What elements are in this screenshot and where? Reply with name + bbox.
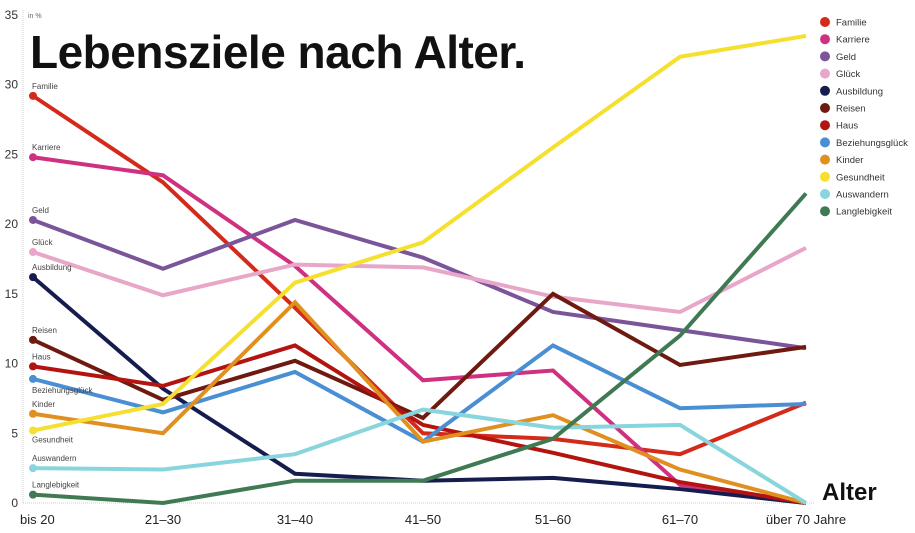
y-tick-label: 20 <box>5 217 19 231</box>
x-tick-label: 21–30 <box>145 512 181 527</box>
legend-label: Gesundheit <box>836 172 885 183</box>
x-axis-label: Alter <box>822 479 877 506</box>
y-tick-label: 25 <box>5 147 19 161</box>
legend-swatch <box>820 103 830 113</box>
series-start-point <box>29 374 37 383</box>
x-tick-label: über 70 Jahre <box>766 512 846 527</box>
series-start-label: Reisen <box>32 326 57 335</box>
legend-label: Reisen <box>836 104 866 115</box>
legend-swatch <box>820 189 830 199</box>
series-start-label: Kinder <box>32 400 55 409</box>
series-line-auswandern <box>32 407 808 505</box>
series-start-point <box>29 362 37 371</box>
series-start-point <box>29 215 37 224</box>
legend-item: Beziehungsglück <box>820 137 908 149</box>
series-line-haus <box>32 343 807 505</box>
series-start-label: Haus <box>32 352 51 361</box>
legend-swatch <box>820 206 830 217</box>
legend-item: Ausbildung <box>820 85 883 97</box>
legend-item: Kinder <box>820 154 863 166</box>
series-line-karriere <box>32 155 807 505</box>
series-start-point <box>29 248 37 257</box>
legend-label: Geld <box>836 52 856 63</box>
legend-item: Geld <box>820 51 856 63</box>
series-start-label: Karriere <box>32 143 61 152</box>
legend-swatch <box>820 154 830 165</box>
legend-item: Auswandern <box>820 189 889 201</box>
series-start-point <box>29 273 37 282</box>
legend-swatch <box>820 68 830 79</box>
series-start-label: Beziehungsglück <box>32 386 93 395</box>
series-start-point <box>29 91 37 100</box>
legend-label: Ausbildung <box>836 86 883 97</box>
series-start-label: Familie <box>32 82 58 91</box>
legend-item: Haus <box>820 120 858 132</box>
legend-item: Familie <box>820 17 867 29</box>
chart-title: Lebensziele nach Alter. <box>30 26 526 78</box>
series-start-point <box>29 490 37 499</box>
y-tick-label: 10 <box>5 357 19 371</box>
series-start-point <box>29 409 37 418</box>
series-line-langlebigkeit <box>32 192 808 506</box>
x-tick-label: 31–40 <box>277 512 313 527</box>
legend-item: Karriere <box>820 34 870 46</box>
series-line-glück <box>32 246 807 315</box>
legend-label: Familie <box>836 18 867 29</box>
series-start-label: Auswandern <box>32 454 76 463</box>
series-start-point <box>29 153 37 162</box>
legend-label: Beziehungsglück <box>836 138 908 149</box>
legend-label: Auswandern <box>836 190 889 201</box>
series-line-familie <box>31 94 807 457</box>
legend-swatch <box>820 85 830 96</box>
x-tick-label: 41–50 <box>405 512 441 527</box>
series-start-label: Glück <box>32 238 53 247</box>
legend-swatch <box>820 120 830 131</box>
legend-label: Kinder <box>836 155 863 166</box>
series-line-geld <box>32 217 807 351</box>
legend-label: Glück <box>836 69 861 80</box>
y-unit-label: in % <box>28 13 42 20</box>
series-start-label: Gesundheit <box>32 435 74 444</box>
legend-swatch <box>820 51 830 62</box>
legend-item: Reisen <box>820 103 866 115</box>
y-tick-label: 35 <box>5 8 19 22</box>
series-start-point <box>29 426 37 435</box>
series-line-gesundheit <box>32 33 807 433</box>
series-start-point <box>29 335 37 344</box>
y-tick-label: 5 <box>11 426 18 440</box>
legend-swatch <box>820 34 830 45</box>
legend-swatch <box>820 171 830 182</box>
series-line-reisen <box>32 291 807 421</box>
y-tick-label: 0 <box>11 496 18 510</box>
x-tick-label: 51–60 <box>535 512 571 527</box>
legend-label: Langlebigkeit <box>836 207 892 218</box>
x-tick-label: 61–70 <box>662 512 698 527</box>
series-start-label: Ausbildung <box>32 263 72 272</box>
series-start-label: Langlebigkeit <box>32 481 80 490</box>
legend-label: Karriere <box>836 35 870 46</box>
series-start-label: Geld <box>32 206 49 215</box>
legend-swatch <box>820 137 830 148</box>
y-tick-label: 15 <box>5 287 19 301</box>
legend-label: Haus <box>836 121 858 132</box>
x-tick-label: bis 20 <box>20 512 55 527</box>
legend-item: Gesundheit <box>820 171 885 183</box>
series-line-kinder <box>32 299 807 505</box>
series-start-point <box>29 464 37 473</box>
legend-swatch <box>820 17 830 27</box>
y-tick-label: 30 <box>5 78 19 92</box>
legend-item: Langlebigkeit <box>820 206 892 218</box>
legend-item: Glück <box>820 68 861 80</box>
